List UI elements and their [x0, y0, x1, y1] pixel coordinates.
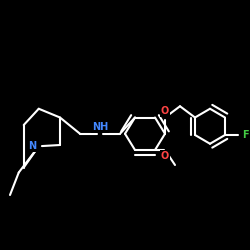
Text: NH: NH — [92, 122, 108, 132]
Text: O: O — [161, 106, 169, 116]
Text: N: N — [28, 141, 36, 151]
Text: O: O — [161, 151, 169, 161]
Text: F: F — [242, 130, 248, 140]
